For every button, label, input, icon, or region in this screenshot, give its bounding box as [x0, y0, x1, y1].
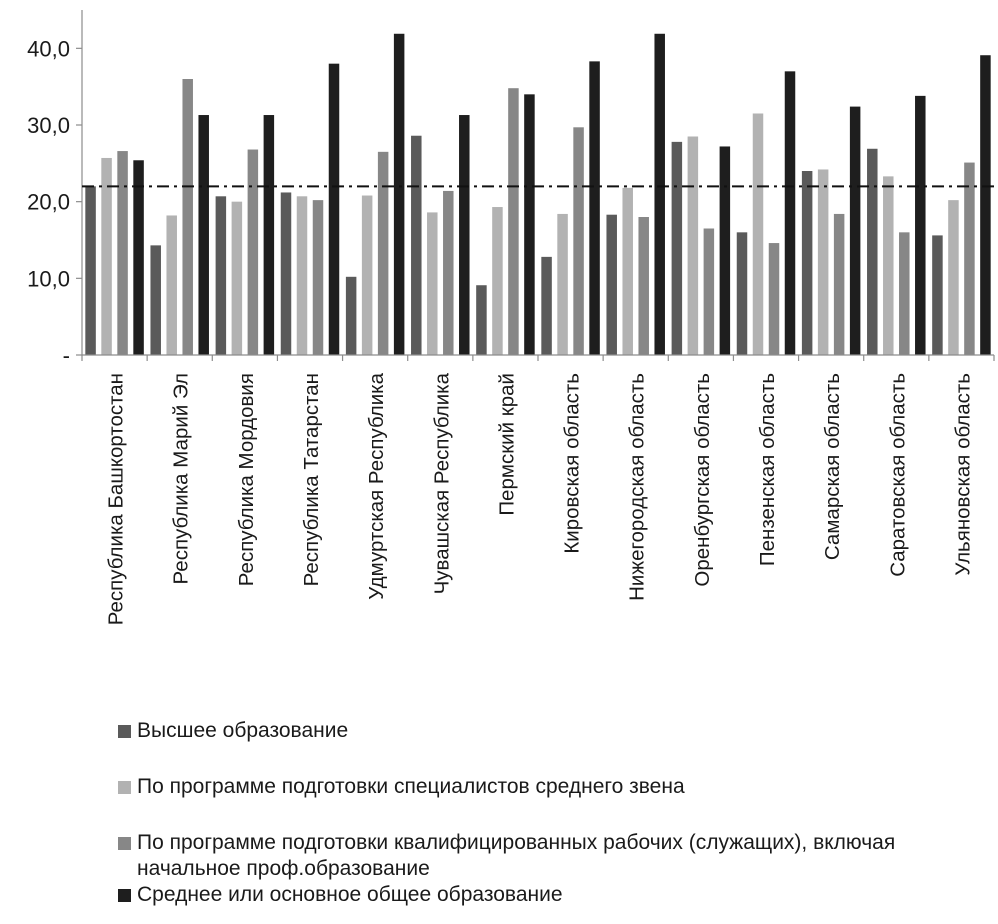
bar	[606, 214, 617, 355]
legend-swatch	[118, 837, 131, 850]
x-axis: Республика Башкортостан Республика Марий …	[81, 354, 995, 625]
y-tick-label: 10,0	[27, 266, 70, 291]
bar	[703, 228, 715, 355]
bar	[393, 33, 405, 356]
bar	[443, 190, 454, 355]
bar	[980, 55, 991, 355]
bar	[411, 135, 422, 355]
bar	[296, 196, 308, 355]
legend-label: По программе подготовки квалифицированны…	[137, 831, 896, 880]
bar	[231, 201, 243, 355]
bar	[101, 157, 112, 355]
bar	[964, 162, 975, 355]
x-tick-label: Саратовская область	[886, 373, 909, 577]
x-tick-label: Республика Марий Эл	[170, 373, 193, 584]
legend-item-mid-level-specialists: По программе подготовки специалистов сре…	[118, 774, 978, 800]
bar	[150, 245, 161, 355]
bar	[312, 200, 324, 355]
x-tick-label: Чувашская Республика	[430, 372, 453, 594]
bar	[427, 212, 438, 355]
legend-item-secondary-general: Среднее или основное общее образование	[118, 882, 978, 908]
x-tick-label: Республика Башкортостан	[105, 373, 128, 625]
bar	[541, 256, 552, 355]
bar	[687, 136, 699, 355]
bar	[182, 79, 193, 355]
bar	[948, 200, 959, 355]
y-tick-label: 30,0	[27, 113, 70, 138]
y-tick-label: -	[63, 343, 70, 368]
bar	[915, 95, 926, 355]
legend-label: По программе подготовки специалистов сре…	[137, 775, 685, 798]
x-tick-label: Самарская область	[821, 373, 844, 560]
bar	[638, 217, 649, 355]
bar	[263, 115, 275, 356]
y-tick-label: 20,0	[27, 190, 70, 215]
y-axis: - 10,0 20,0 30,0 40,0	[27, 10, 83, 368]
legend-swatch	[118, 725, 131, 738]
legend-item-higher-education: Высшее образование	[118, 718, 978, 744]
bar	[883, 176, 894, 355]
bar	[752, 113, 764, 355]
bar	[377, 151, 389, 355]
x-tick-label: Пермский край	[495, 373, 518, 516]
x-tick-label: Оренбургская область	[691, 373, 714, 587]
bar	[899, 232, 910, 355]
legend-swatch	[118, 781, 131, 794]
bar	[867, 148, 878, 355]
bar	[622, 187, 633, 355]
x-tick-label: Республика Татарстан	[300, 373, 323, 586]
x-tick-label: Ульяновская область	[951, 373, 974, 576]
bar	[557, 213, 568, 355]
legend-swatch	[118, 889, 131, 902]
bar	[345, 276, 357, 355]
x-tick-label: Пензенская область	[756, 373, 779, 566]
bar	[492, 207, 503, 355]
bar	[736, 232, 748, 355]
y-tick-label: 40,0	[27, 36, 70, 61]
bar	[524, 94, 535, 355]
bar	[719, 146, 731, 355]
bar	[166, 215, 177, 355]
bar	[198, 115, 209, 356]
bar	[573, 127, 584, 355]
bar	[849, 106, 861, 355]
legend-label: Среднее или основное общее образование	[137, 883, 563, 906]
x-tick-label: Удмуртская Республика	[365, 372, 388, 599]
bar	[85, 186, 96, 355]
bar	[247, 149, 259, 355]
x-tick-label: Кировская область	[561, 373, 584, 554]
bar	[784, 71, 796, 355]
bar	[328, 63, 340, 356]
bar	[361, 195, 373, 355]
bar	[932, 235, 943, 355]
legend-label: Высшее образование	[137, 719, 349, 742]
bar	[476, 285, 487, 355]
legend-item-qualified-workers: По программе подготовки квалифицированны…	[118, 830, 978, 882]
bar	[801, 171, 813, 355]
bar	[117, 151, 128, 355]
bar	[671, 141, 683, 355]
bar	[215, 196, 227, 355]
bar	[133, 160, 144, 355]
bar	[280, 192, 292, 355]
bar	[817, 169, 829, 355]
bar	[459, 115, 470, 356]
bar	[833, 213, 845, 355]
bar	[589, 61, 600, 355]
x-tick-label: Нижегородская область	[626, 373, 649, 601]
bars	[85, 33, 991, 356]
bar	[768, 243, 780, 355]
x-tick-label: Республика Мордовия	[235, 373, 258, 586]
bar	[654, 33, 665, 356]
bar	[508, 88, 519, 355]
